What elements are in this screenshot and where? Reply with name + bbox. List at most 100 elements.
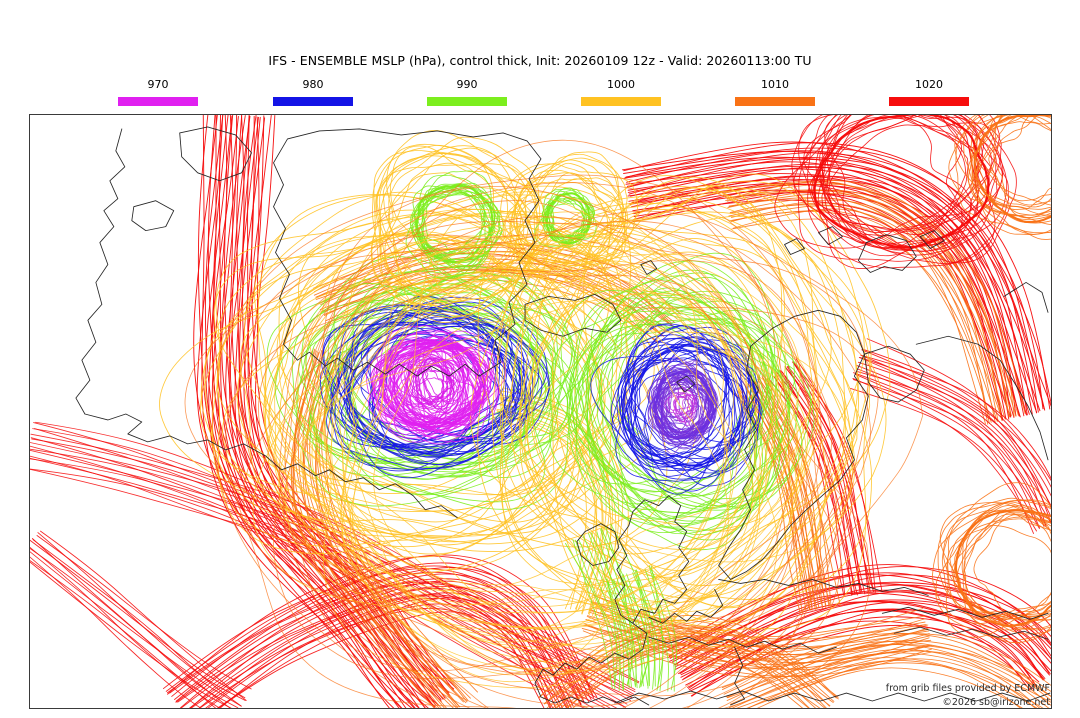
coastline-segment: [857, 234, 917, 273]
control-contour-mediterranean-high: [954, 509, 1051, 628]
contour-secondary-low-1000: [477, 187, 859, 609]
contour-norway-front: [741, 387, 811, 611]
contour-atlantic-ridge-mid: [30, 449, 627, 708]
contour-norway-front: [757, 378, 841, 606]
contour-mediterranean-ridge-inner: [731, 648, 1041, 708]
coastline-segment: [784, 238, 805, 255]
contour-barents-high-1020: [988, 115, 1051, 202]
contour-mediterranean-high-1020: [963, 512, 1051, 623]
contour-atlantic-ridge-west: [197, 115, 395, 708]
coastline-segment: [718, 579, 929, 596]
legend-item-970: 970: [118, 78, 198, 110]
contour-secondary-low-990: [569, 272, 773, 536]
contour-arctic-high-1020: [798, 115, 1017, 264]
coastline-segment: [915, 335, 1049, 461]
contour-barents-high-1020: [973, 115, 1051, 206]
contour-barents-high-1020: [968, 115, 1051, 225]
contour-atlantic-ridge-west: [193, 115, 390, 708]
contour-secondary-low-1000: [519, 232, 846, 578]
contour-uk-green: [636, 570, 669, 692]
contour-amber-envelope: [323, 288, 762, 608]
coastline-segment: [730, 646, 746, 706]
contour-orange-envelope: [211, 174, 822, 708]
contour-secondary-low-990: [595, 319, 774, 484]
contour-atlantic-ridge-south: [177, 585, 582, 706]
map-panel: [29, 114, 1052, 709]
contour-amber-envelope: [340, 244, 754, 683]
contour-amber-envelope: [342, 260, 734, 670]
contour-atlantic-ridge-west: [247, 115, 450, 693]
contour-atlantic-ridge-west: [205, 115, 407, 708]
contour-mediterranean-high-1020: [937, 502, 1051, 616]
contour-greenland-low-east-990: [547, 198, 586, 241]
contour-arctic-high-1020: [819, 115, 967, 232]
contour-secondary-low-core: [674, 386, 690, 423]
contour-barents-high-1020: [971, 115, 1051, 211]
contour-secondary-low-990: [568, 306, 776, 525]
contour-secondary-low-980: [610, 324, 760, 467]
coastline-segment: [863, 345, 925, 403]
contour-orange-envelope: [273, 216, 832, 679]
contour-arctic-ridge: [623, 141, 1051, 408]
contour-mediterranean-ridge-inner: [726, 644, 1050, 708]
contour-labrador-front: [30, 556, 202, 708]
contour-arctic-high-1020: [791, 115, 998, 245]
contour-arctic-ridge: [631, 175, 1015, 418]
contour-primary-low-980: [346, 325, 516, 455]
contour-inter-low-flow: [497, 412, 587, 610]
coastline-segment: [676, 375, 696, 393]
contour-arctic-ridge: [623, 147, 1051, 410]
contour-mediterranean-high-1020: [945, 505, 1051, 638]
contour-norway-front-red: [776, 372, 861, 593]
contour-orange-envelope: [292, 182, 791, 708]
control-contour-greenland-low-west: [415, 184, 495, 264]
contour-primary-low-core: [393, 358, 484, 425]
contour-mediterranean-high-1020: [962, 518, 1051, 622]
contour-barents-high-1020: [970, 115, 1051, 234]
contour-labrador-front: [30, 539, 246, 699]
coastline-segment: [273, 128, 542, 377]
coastline-segment: [648, 588, 724, 624]
coastline-segment: [75, 128, 126, 415]
contour-atlantic-ridge-mid: [30, 468, 586, 708]
legend-swatch-990: [427, 97, 507, 106]
contour-atlantic-ridge-south: [162, 565, 598, 698]
legend-item-980: 980: [273, 78, 353, 110]
contour-norway-front: [740, 388, 820, 609]
coastline-segment: [524, 293, 622, 337]
contour-iberia-front: [556, 636, 817, 708]
contour-norway-front-red: [768, 378, 856, 594]
contour-amber-envelope: [352, 241, 807, 645]
contour-greenland-low-west-1000: [371, 144, 534, 317]
contour-secondary-low-1000: [477, 202, 854, 603]
contour-secondary-low-980: [616, 340, 761, 474]
contour-uk-green: [575, 539, 624, 691]
contour-barents-high-1020: [984, 115, 1051, 216]
contour-europe-front: [582, 630, 932, 678]
legend-label-1010: 1010: [761, 78, 789, 91]
contour-arctic-ridge: [627, 163, 1028, 416]
contour-norway-front-red: [773, 376, 846, 596]
contour-arctic-ridge: [633, 183, 1004, 420]
contour-mediterranean-ridge: [679, 601, 1046, 679]
contour-iberia-front: [565, 655, 810, 708]
contour-norway-front: [738, 388, 803, 614]
contour-primary-low-core: [417, 339, 447, 421]
coastline-segment: [640, 260, 658, 275]
contour-arctic-ridge: [625, 142, 1046, 411]
contour-secondary-low-core: [660, 381, 703, 438]
contour-orange-envelope: [225, 210, 924, 708]
contour-mediterranean-ridge: [688, 620, 1035, 691]
legend-label-1000: 1000: [607, 78, 635, 91]
contour-greenland-low-west-1000: [379, 143, 531, 313]
contour-orange-envelope: [324, 139, 822, 697]
contour-orange-envelope: [283, 186, 870, 708]
contour-west-low-flank: [315, 357, 471, 699]
legend-label-970: 970: [147, 78, 169, 91]
contour-greenland-low-west-990: [405, 174, 493, 279]
contour-secondary-low-980: [647, 359, 714, 445]
control-contour-barents-high: [973, 115, 1051, 224]
contour-mediterranean-ridge-inner: [736, 662, 1044, 708]
contour-uk-green: [565, 542, 616, 690]
contour-primary-low-core: [409, 358, 477, 421]
